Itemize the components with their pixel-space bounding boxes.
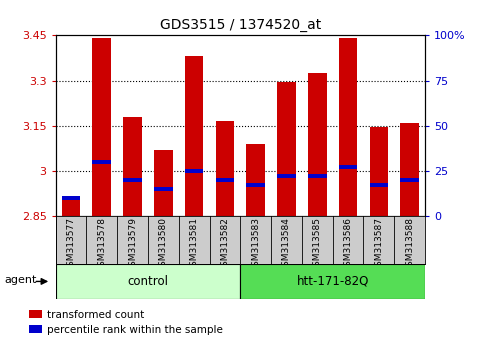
Legend: transformed count, percentile rank within the sample: transformed count, percentile rank withi… (29, 310, 223, 335)
Bar (246, 183, 265, 187)
Bar (62, 196, 80, 200)
Bar (339, 165, 357, 169)
Bar (308, 73, 327, 216)
Bar (400, 178, 419, 182)
Bar (308, 174, 327, 178)
Text: GSM313577: GSM313577 (67, 217, 75, 272)
Bar (215, 178, 234, 182)
Text: htt-171-82Q: htt-171-82Q (297, 275, 369, 288)
Bar (62, 198, 80, 216)
Bar (154, 187, 172, 191)
Bar (240, 264, 425, 299)
Bar (56, 264, 241, 299)
Text: GSM313586: GSM313586 (343, 217, 353, 272)
Bar (92, 38, 111, 216)
Text: GSM313588: GSM313588 (405, 217, 414, 272)
Text: GSM313584: GSM313584 (282, 217, 291, 272)
Bar (339, 38, 357, 216)
Text: agent: agent (4, 275, 37, 285)
Bar (92, 160, 111, 164)
Bar (369, 183, 388, 187)
Text: GSM313583: GSM313583 (251, 217, 260, 272)
Bar (246, 144, 265, 216)
Bar (215, 121, 234, 216)
Bar (123, 116, 142, 216)
Bar (369, 127, 388, 216)
Bar (185, 169, 203, 173)
Text: control: control (128, 275, 169, 288)
Bar (123, 178, 142, 182)
Bar (277, 174, 296, 178)
Bar (277, 82, 296, 216)
Text: GSM313578: GSM313578 (97, 217, 106, 272)
Title: GDS3515 / 1374520_at: GDS3515 / 1374520_at (160, 18, 321, 32)
Bar (400, 122, 419, 216)
Text: GSM313581: GSM313581 (190, 217, 199, 272)
Text: GSM313579: GSM313579 (128, 217, 137, 272)
Text: GSM313585: GSM313585 (313, 217, 322, 272)
Bar (185, 56, 203, 216)
Bar (154, 150, 172, 216)
Text: GSM313587: GSM313587 (374, 217, 384, 272)
Text: GSM313580: GSM313580 (159, 217, 168, 272)
Text: GSM313582: GSM313582 (220, 217, 229, 272)
